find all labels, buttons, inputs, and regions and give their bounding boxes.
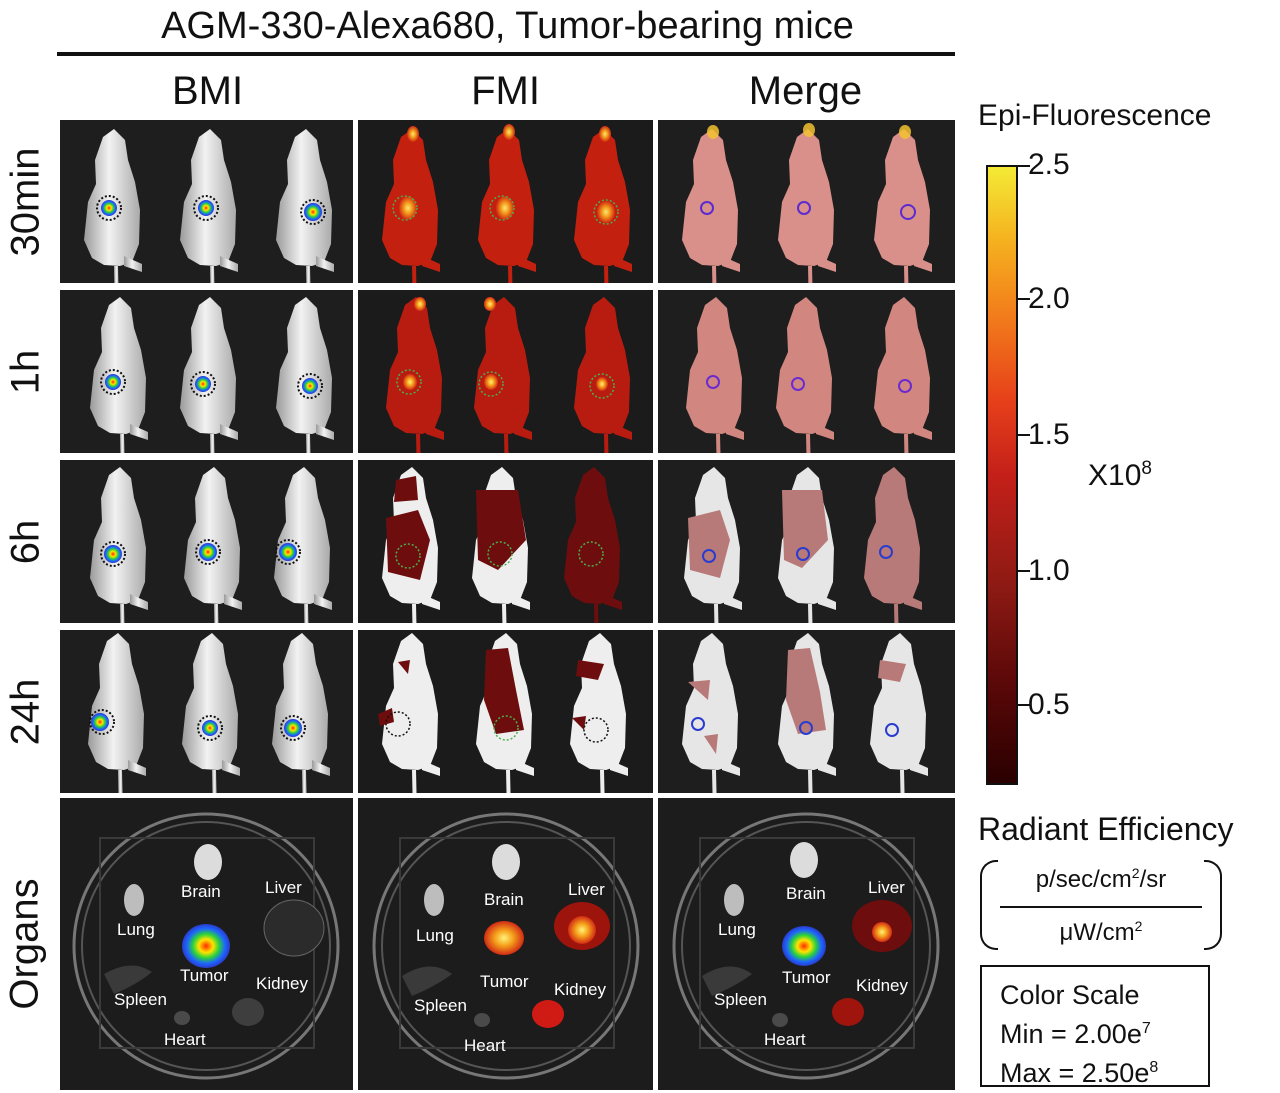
organ-label-tumor: Tumor (180, 966, 229, 985)
colorbar-tick-label: 2.5 (1028, 148, 1070, 181)
panel-merge-1h (658, 290, 955, 453)
color-scale-max: Max = 2.50e8 (1000, 1058, 1159, 1088)
title-underline (57, 52, 955, 56)
panel-merge-30min (658, 120, 955, 283)
organ-label-liver: Liver (265, 878, 302, 897)
organ-label-heart: Heart (764, 1030, 806, 1049)
organ-label-brain: Brain (181, 882, 221, 901)
panel-bmi-30min (60, 120, 353, 283)
organ-label-tumor: Tumor (480, 972, 529, 991)
units-label: Radiant Efficiency (978, 811, 1234, 847)
colorbar-tick-label: 2.0 (1028, 282, 1070, 315)
organ-label-spleen: Spleen (714, 990, 767, 1009)
organ-label-lung: Lung (416, 926, 454, 945)
panel-bmi-organs: Brain Liver Lung Tumor Kidney Spleen Hea… (60, 798, 353, 1090)
colorbar-tick (1016, 570, 1030, 572)
left-paren (980, 860, 998, 950)
colorbar-title: Epi-Fluorescence (978, 99, 1212, 132)
panel-fmi-6h (358, 460, 653, 623)
panel-bmi-6h (60, 460, 353, 623)
row-header-organs: Organs (3, 878, 48, 1010)
row-header-24h: 24h (3, 678, 47, 745)
colorbar-tick-label: 1.5 (1028, 418, 1070, 451)
organ-label-tumor: Tumor (782, 968, 831, 987)
colorbar-tick-label: 1.0 (1028, 554, 1070, 587)
panel-fmi-1h (358, 290, 653, 453)
organ-label-heart: Heart (164, 1030, 206, 1049)
colorbar-tick-label: 0.5 (1028, 688, 1070, 721)
fraction-bar (1000, 906, 1202, 908)
panel-fmi-organs: Brain Liver Lung Tumor Kidney Spleen Hea… (358, 798, 653, 1090)
organ-label-kidney: Kidney (256, 974, 308, 993)
column-header-bmi: BMI (171, 69, 244, 113)
units-numerator: p/sec/cm2/sr (1035, 865, 1167, 893)
panel-merge-6h (658, 460, 955, 623)
organ-label-lung: Lung (117, 920, 155, 939)
colorbar-tick (1016, 298, 1030, 300)
colorbar-tick (1016, 704, 1030, 706)
color-scale-box: Color Scale Min = 2.00e7 Max = 2.50e8 (980, 965, 1210, 1088)
panel-fmi-30min (358, 120, 653, 283)
panel-bmi-1h (60, 290, 353, 453)
panel-merge-24h (658, 630, 955, 793)
panel-fmi-24h (358, 630, 653, 793)
color-scale-title: Color Scale (1000, 980, 1140, 1010)
organ-label-liver: Liver (568, 880, 605, 899)
column-header-fmi: FMI (471, 69, 540, 113)
organ-label-heart: Heart (464, 1036, 506, 1055)
column-header-merge: Merge (748, 69, 863, 113)
organ-label-brain: Brain (786, 884, 826, 903)
row-header-30min: 30min (3, 147, 48, 256)
colorbar-gradient (986, 165, 1018, 785)
units-denominator: μW/cm2 (1059, 918, 1143, 946)
organ-label-spleen: Spleen (414, 996, 467, 1015)
panel-merge-organs: Brain Liver Lung Tumor Kidney Spleen Hea… (658, 798, 955, 1090)
colorbar-multiplier: X108 (1088, 458, 1152, 492)
organ-label-lung: Lung (718, 920, 756, 939)
organ-label-brain: Brain (484, 890, 524, 909)
figure-title: AGM-330-Alexa680, Tumor-bearing mice (161, 5, 854, 47)
colorbar-tick (1016, 165, 1030, 167)
units-fraction: p/sec/cm2/sr μW/cm2 (980, 860, 1222, 952)
organ-label-kidney: Kidney (554, 980, 606, 999)
row-header-6h: 6h (3, 519, 47, 564)
row-header-1h: 1h (3, 349, 47, 394)
colorbar-tick (1016, 434, 1030, 436)
panel-bmi-24h (60, 630, 353, 793)
color-scale-min: Min = 2.00e7 (1000, 1019, 1151, 1049)
right-paren (1204, 860, 1222, 950)
organ-label-kidney: Kidney (856, 976, 908, 995)
organ-label-spleen: Spleen (114, 990, 167, 1009)
organ-label-liver: Liver (868, 878, 905, 897)
